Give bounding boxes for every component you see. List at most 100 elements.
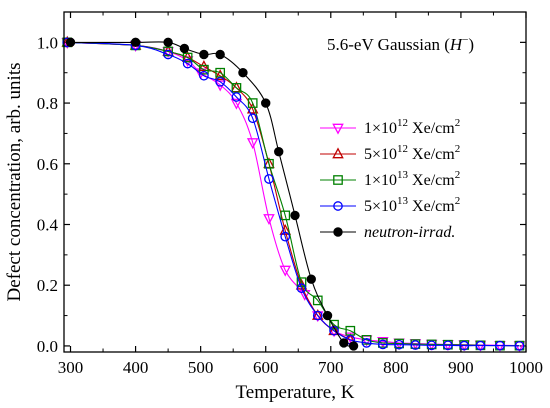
data-point [182,58,193,69]
legend-entry: 5×1012 Xe/cm2 [320,143,460,163]
annotation-text: 5.6-eV Gaussian (H−) [327,34,474,54]
annotation-italic: H [449,35,464,54]
x-tick-label: 400 [123,358,149,377]
series-line [67,41,520,347]
data-point [231,83,242,93]
data-point [264,174,274,184]
annotation-prefix: 5.6-eV Gaussian ( [327,35,450,54]
series-line [67,41,351,341]
data-point [279,265,292,277]
legend-marker [332,147,344,159]
legend-exponent: 12 [397,143,408,155]
tick-marks [64,12,527,352]
data-point [182,52,193,63]
legend-unit: Xe/cm [408,146,455,163]
data-point [163,46,173,57]
y-tick-label: 0.8 [37,94,58,113]
data-point [296,277,307,288]
y-tick-label: 1.0 [37,33,58,52]
legend-mantissa: 5×10 [364,146,397,163]
legend-mantissa: 5×10 [364,198,397,215]
series-line [67,41,520,347]
legend-unit: Xe/cm [408,120,455,137]
data-point [410,340,421,350]
data-point [459,340,470,351]
legend-unit-exponent: 2 [455,117,461,129]
data-point [274,146,284,157]
x-tick-label: 500 [188,358,214,377]
legend-unit-exponent: 2 [455,143,461,155]
data-point [179,43,190,54]
data-point [199,64,209,75]
legend-entry: 5×1013 Xe/cm2 [320,195,460,215]
data-point [377,339,388,350]
legend-unit: Xe/cm [408,172,455,189]
x-tick-label: 300 [58,358,84,377]
legend-label: 1×1013 Xe/cm2 [364,169,460,189]
data-point [322,310,333,321]
data-series [61,35,526,353]
series-4 [62,37,525,351]
legend-unit-exponent: 2 [455,195,461,207]
data-point [344,332,357,344]
data-point [230,98,243,110]
x-tick-label: 600 [253,358,279,377]
legend-entry: neutron-irrad. [320,224,455,241]
series-3 [62,37,525,351]
data-point [345,325,356,336]
data-point [130,37,141,48]
series-line [70,41,354,347]
data-point [263,214,275,226]
data-point [306,274,316,284]
data-point [246,138,259,150]
x-tick-label: 900 [448,358,474,377]
data-point [238,68,248,78]
data-point [348,341,359,351]
legend-label: 1×1012 Xe/cm2 [364,117,460,137]
legend-marker [333,175,343,185]
data-point [261,98,271,108]
data-point [329,325,339,336]
data-point [280,210,291,221]
data-point [280,231,291,242]
annotation-suffix: ) [468,35,474,54]
data-point [199,49,209,60]
annotation-superscript: − [462,34,468,46]
series-5 [65,37,359,351]
data-point [215,67,226,78]
data-point [290,210,300,221]
legend-exponent: 12 [397,117,408,129]
legend-entry: 1×1013 Xe/cm2 [320,169,460,189]
legend-marker [332,123,344,135]
data-point [296,283,307,294]
series-line [67,41,520,347]
data-point [215,76,226,87]
data-point [495,340,505,351]
legend-marker [333,201,343,211]
y-tick-label: 0.0 [37,337,58,356]
series-2 [61,35,357,345]
data-point [443,340,453,351]
legend-label: neutron-irrad. [364,224,455,241]
legend-label: 5×1012 Xe/cm2 [364,143,460,163]
data-point [215,49,225,60]
data-point [361,338,372,348]
data-point [247,113,258,124]
data-point [339,338,349,348]
legend-unit: Xe/cm [408,198,455,215]
legend-mantissa: 1×10 [364,120,397,137]
y-tick-label: 0.4 [37,216,59,235]
y-tick-label: 0.2 [37,276,58,295]
tick-labels: 300 400 500 600 700 800 900 1000 0.0 0.2 0.4 0.6 0.8… [37,33,543,377]
legend-marker [333,227,343,237]
data-point [199,70,209,81]
legend-label: 5×1013 Xe/cm2 [364,195,460,215]
data-point [514,341,525,351]
data-point [163,49,173,60]
data-point [475,340,486,351]
x-tick-label: 800 [383,358,409,377]
data-point [394,339,404,350]
legend-exponent: 13 [397,195,409,207]
data-point [247,98,258,108]
